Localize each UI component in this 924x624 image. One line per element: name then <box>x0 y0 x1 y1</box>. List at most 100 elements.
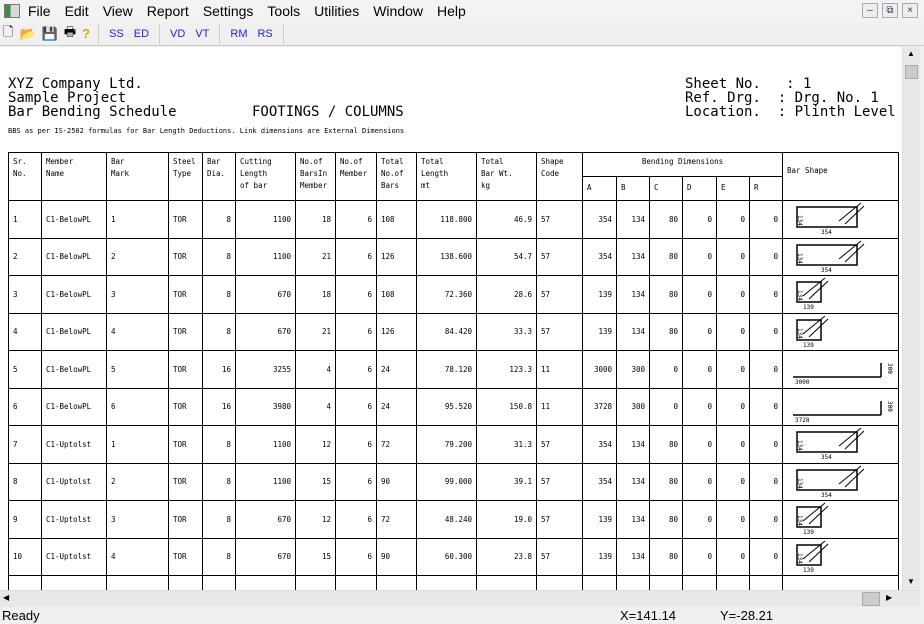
table-row[interactable]: 5 C1-BelowPL 5 TOR 16 3255 4 6 24 78.120 123.3 11 30… <box>8 350 899 389</box>
scroll-up-icon[interactable]: ▲ <box>907 49 915 58</box>
stirrup-rect <box>796 244 858 266</box>
new-file-icon[interactable]: 🗋 <box>3 23 14 39</box>
table-cell: 80 <box>649 425 683 464</box>
table-cell: 23.8 <box>476 537 537 576</box>
table-row[interactable]: 6 C1-BelowPL 6 TOR 16 3980 4 6 24 95.520 150.8 11 37… <box>8 387 899 426</box>
table-row[interactable]: 9 C1-Uptolst 3 TOR 8 670 12 6 72 48.240 19.0 57 139 1… <box>8 500 899 539</box>
menu-settings[interactable]: Settings <box>202 3 254 19</box>
scroll-left-icon[interactable]: ◀ <box>3 593 10 602</box>
table-cell: 6 <box>335 350 377 389</box>
table-cell: 134 <box>616 200 650 239</box>
table-cell: 6 <box>335 237 377 276</box>
table-cell: 72.360 <box>416 275 477 314</box>
stirrup-rect <box>796 544 822 566</box>
menu-help[interactable]: Help <box>437 3 466 19</box>
table-cell: 12 <box>295 500 336 539</box>
table-cell: 3980 <box>235 387 296 426</box>
menu-tools[interactable]: Tools <box>267 3 301 19</box>
table-cell: 0 <box>682 387 717 426</box>
table-cell: 95.520 <box>416 387 477 426</box>
table-row[interactable]: 10 C1-Uptolst 4 TOR 8 670 15 6 90 60.300 23.8 57 139… <box>8 537 899 576</box>
close-button[interactable]: × <box>902 3 918 18</box>
bar-shape-cell: 3728 300 <box>782 387 899 426</box>
ss-button[interactable]: SS <box>109 27 124 40</box>
bar-shape-cell: 134 354 <box>782 237 899 276</box>
open-folder-icon[interactable]: 📂 <box>19 25 36 41</box>
table-cell: TOR <box>168 537 203 576</box>
table-cell: 0 <box>749 500 783 539</box>
table-row[interactable]: 1 C1-BelowPL 1 TOR 8 1100 18 6 108 118.800 46.9 57 3… <box>8 200 899 239</box>
help-icon[interactable]: ? <box>82 26 91 41</box>
minimize-button[interactable]: – <box>862 3 878 18</box>
table-row[interactable]: 2 C1-BelowPL 2 TOR 8 1100 21 6 126 138.600 54.7 57 3… <box>8 237 899 276</box>
table-cell: 134 <box>616 275 650 314</box>
table-cell: 5 <box>106 350 169 389</box>
table-cell: 123.3 <box>476 350 537 389</box>
table-cell: 6 <box>8 387 42 426</box>
table-cell: 139 <box>582 275 617 314</box>
table-cell: 1100 <box>235 237 296 276</box>
vertical-scroll-thumb[interactable] <box>905 65 918 79</box>
vt-button[interactable]: VT <box>195 27 210 40</box>
bar-shape-cell: 134 354 <box>782 462 899 501</box>
table-cell: 3728 <box>582 387 617 426</box>
vd-button[interactable]: VD <box>170 27 186 40</box>
stirrup-rect <box>796 506 822 528</box>
scroll-right-icon[interactable]: ▶ <box>886 593 893 602</box>
bending-col-header: B <box>616 176 650 201</box>
table-cell: C1-BelowPL <box>41 237 107 276</box>
table-cell: 46.9 <box>476 200 537 239</box>
report-view: XYZ Company Ltd. Sample Project Bar Bend… <box>0 47 902 590</box>
horizontal-scrollbar[interactable]: ◀ ▶ <box>0 590 920 607</box>
menu-window[interactable]: Window <box>373 3 424 19</box>
scroll-down-icon[interactable]: ▼ <box>907 577 915 586</box>
rm-button[interactable]: RM <box>230 27 248 40</box>
bending-col-header: C <box>649 176 683 201</box>
table-cell: 3 <box>106 275 169 314</box>
status-bar: Ready X=141.14 Y=-28.21 <box>0 607 924 624</box>
table-cell: 126 <box>376 312 417 351</box>
table-row[interactable]: 3 C1-BelowPL 3 TOR 8 670 18 6 108 72.360 28.6 57 139… <box>8 275 899 314</box>
table-cell: C1-BelowPL <box>41 312 107 351</box>
table-cell: 0 <box>682 200 717 239</box>
table-cell: 57 <box>536 500 583 539</box>
table-cell: C1-Uptolst <box>41 575 107 590</box>
app-icon[interactable] <box>4 4 20 18</box>
table-row[interactable]: 11C1-Uptolst5TOR163750462490.000142.1993… <box>8 575 899 590</box>
hook-line <box>838 202 862 222</box>
bar-shape-header: Bar Shape <box>782 152 899 201</box>
table-cell: 0 <box>716 462 750 501</box>
table-cell: 0 <box>716 425 750 464</box>
hook-line <box>844 205 865 225</box>
dim-b-label: 300 <box>886 401 893 412</box>
table-cell: 4 <box>8 312 42 351</box>
table-cell: 3000 <box>582 350 617 389</box>
horizontal-scroll-thumb[interactable] <box>862 592 880 606</box>
menu-report[interactable]: Report <box>146 3 189 19</box>
table-row[interactable]: 7 C1-Uptolst 1 TOR 8 1100 12 6 72 79.200 31.3 57 354… <box>8 425 899 464</box>
table-row[interactable]: 4 C1-BelowPL 4 TOR 8 670 21 6 126 84.420 33.3 57 139… <box>8 312 899 351</box>
table-cell: 57 <box>536 200 583 239</box>
save-icon[interactable]: 💾 <box>41 25 58 41</box>
bar-shape-drawing: 134 354 <box>796 427 865 461</box>
bar-shape-drawing: 134 354 <box>796 202 865 236</box>
ed-button[interactable]: ED <box>133 27 150 40</box>
bending-col-header: R <box>749 176 783 201</box>
table-cell: 0 <box>749 312 783 351</box>
menu-view[interactable]: View <box>102 3 133 19</box>
menu-utilities[interactable]: Utilities <box>314 3 360 19</box>
rs-button[interactable]: RS <box>257 27 273 40</box>
column-header: No.of Member <box>335 152 377 201</box>
table-cell: 80 <box>649 237 683 276</box>
table-cell: 84.420 <box>416 312 477 351</box>
table-cell: 0 <box>682 275 717 314</box>
menu-file[interactable]: File <box>28 3 51 19</box>
vertical-scrollbar[interactable]: ▲ ▼ <box>902 47 920 590</box>
print-icon[interactable]: 🖶 <box>63 23 77 39</box>
table-row[interactable]: 8 C1-Uptolst 2 TOR 8 1100 15 6 90 99.000 39.1 57 354… <box>8 462 899 501</box>
restore-button[interactable]: ⧉ <box>882 3 898 18</box>
table-cell: 2 <box>106 462 169 501</box>
table-cell: 0 <box>682 312 717 351</box>
table-cell: TOR <box>168 350 203 389</box>
menu-edit[interactable]: Edit <box>64 3 89 19</box>
